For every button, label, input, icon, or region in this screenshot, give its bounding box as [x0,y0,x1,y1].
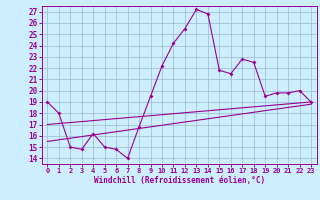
X-axis label: Windchill (Refroidissement éolien,°C): Windchill (Refroidissement éolien,°C) [94,176,265,185]
